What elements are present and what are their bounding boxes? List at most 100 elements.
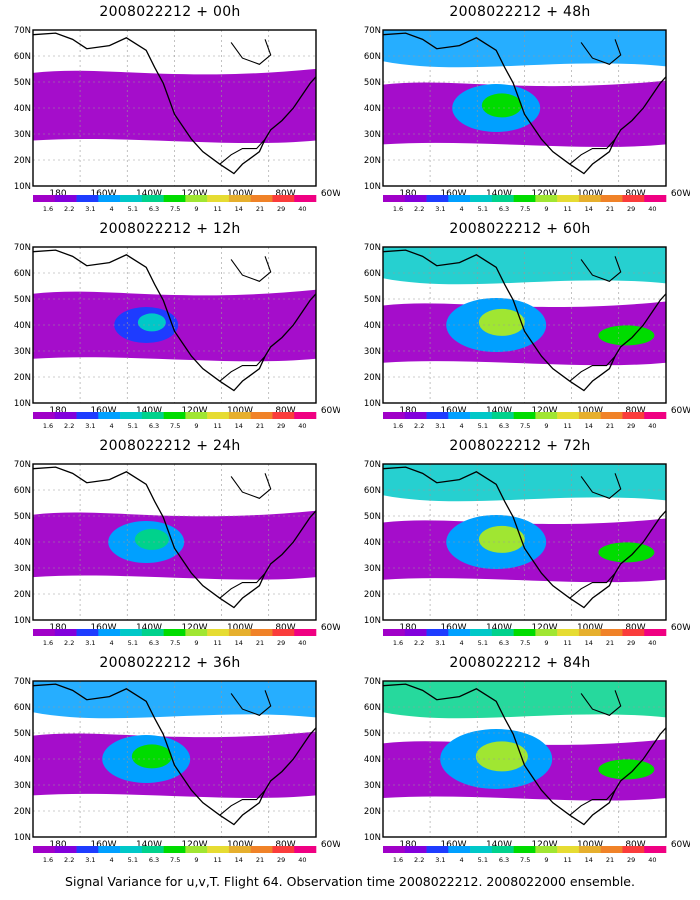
x-tick-label: 120W — [181, 623, 207, 633]
y-tick-label: 20N — [14, 156, 31, 166]
variance-east — [598, 759, 655, 780]
colorbar-label: 40 — [298, 205, 306, 213]
colorbar-swatch — [250, 412, 273, 419]
x-tick-label: 100W — [577, 406, 603, 416]
colorbar-label: 3.1 — [435, 856, 445, 864]
colorbar-label: 9 — [544, 639, 548, 647]
coastline — [383, 249, 666, 392]
colorbar-swatch — [294, 629, 317, 636]
colorbar-label: 21 — [256, 639, 264, 647]
x-tick-label: 180 — [49, 623, 66, 633]
colorbar-label: 11 — [213, 639, 221, 647]
colorbar-label: 9 — [544, 422, 548, 430]
colorbar-label: 40 — [298, 639, 306, 647]
colorbar-label: 21 — [256, 856, 264, 864]
colorbar-label: 4 — [460, 422, 464, 430]
colorbar-swatch — [426, 846, 449, 853]
colorbar-label: 14 — [585, 639, 593, 647]
colorbar-label: 21 — [606, 422, 614, 430]
map-panel: 10N 20N 30N 40N 50N 60N 70N 180 160W 140W 120W 100W… — [350, 217, 690, 435]
x-tick-label: 180 — [399, 840, 416, 850]
colorbar-swatch — [557, 846, 580, 853]
colorbar-label: 9 — [194, 422, 198, 430]
colorbar-label: 5.1 — [478, 639, 488, 647]
y-tick-label: 10N — [14, 182, 31, 192]
x-tick-label: 60W — [321, 840, 340, 850]
colorbar-label: 7.5 — [520, 639, 530, 647]
colorbar-swatch — [141, 846, 164, 853]
variance-east — [598, 325, 655, 346]
y-tick-label: 20N — [364, 807, 381, 817]
colorbar-swatch — [228, 195, 251, 202]
map-panel: 10N 20N 30N 40N 50N 60N 70N 180 160W 140W 120W 100W… — [350, 651, 690, 869]
y-tick-label: 70N — [14, 243, 31, 253]
x-tick-label: 140W — [486, 840, 512, 850]
colorbar-swatch — [54, 629, 77, 636]
colorbar-label: 11 — [563, 422, 571, 430]
y-tick-label: 50N — [364, 512, 381, 522]
y-tick-label: 70N — [364, 26, 381, 36]
colorbar-swatch — [622, 195, 645, 202]
colorbar-swatch — [600, 195, 623, 202]
y-tick-label: 30N — [14, 347, 31, 357]
colorbar-label: 5.1 — [128, 205, 138, 213]
y-tick-label: 20N — [14, 373, 31, 383]
colorbar-swatch — [272, 846, 295, 853]
x-tick-label: 160W — [90, 840, 116, 850]
colorbar-swatch — [98, 846, 121, 853]
colorbar-label: 2.2 — [64, 205, 74, 213]
x-tick-label: 180 — [399, 189, 416, 199]
colorbar-swatch — [470, 846, 493, 853]
colorbar-label: 29 — [627, 639, 635, 647]
colorbar-swatch — [76, 629, 99, 636]
colorbar-label: 21 — [606, 205, 614, 213]
colorbar-label: 4 — [460, 639, 464, 647]
x-tick-label: 60W — [321, 406, 340, 416]
colorbar-label: 2.2 — [414, 639, 424, 647]
colorbar-label: 11 — [563, 856, 571, 864]
x-tick-label: 100W — [227, 406, 253, 416]
colorbar-label: 40 — [648, 422, 656, 430]
colorbar-label: 1.6 — [43, 856, 53, 864]
colorbar-swatch — [54, 195, 77, 202]
colorbar-swatch — [185, 412, 208, 419]
colorbar-swatch — [33, 412, 56, 419]
colorbar-swatch — [228, 412, 251, 419]
colorbar-label: 29 — [277, 856, 285, 864]
colorbar-label: 9 — [544, 205, 548, 213]
y-tick-label: 50N — [364, 729, 381, 739]
colorbar-swatch — [294, 846, 317, 853]
variance-core — [478, 525, 525, 553]
colorbar-label: 21 — [256, 422, 264, 430]
colorbar-label: 7.5 — [170, 205, 180, 213]
colorbar-swatch — [163, 846, 186, 853]
colorbar-label: 29 — [627, 205, 635, 213]
colorbar-label: 3.1 — [85, 639, 95, 647]
colorbar-swatch — [600, 846, 623, 853]
colorbar-label: 7.5 — [520, 205, 530, 213]
colorbar-swatch — [33, 629, 56, 636]
colorbar-swatch — [383, 846, 406, 853]
variance-core — [134, 528, 169, 550]
y-tick-label: 60N — [14, 486, 31, 496]
colorbar-swatch — [185, 846, 208, 853]
colorbar-label: 1.6 — [43, 205, 53, 213]
colorbar-swatch — [163, 412, 186, 419]
colorbar-label: 14 — [235, 856, 243, 864]
colorbar-swatch — [448, 629, 471, 636]
colorbar-label: 1.6 — [393, 856, 403, 864]
y-tick-label: 60N — [14, 703, 31, 713]
colorbar-swatch — [491, 629, 514, 636]
y-tick-label: 60N — [364, 269, 381, 279]
map-svg: 10N 20N 30N 40N 50N 60N 70N 180 160W 140W 120W 100W… — [364, 460, 690, 647]
y-tick-label: 30N — [364, 130, 381, 140]
figure-caption: Signal Variance for u,v,T. Flight 64. Ob… — [65, 874, 635, 889]
x-tick-label: 140W — [136, 840, 162, 850]
colorbar-swatch — [513, 412, 536, 419]
x-tick-label: 80W — [625, 189, 645, 199]
map-panel: 10N 20N 30N 40N 50N 60N 70N 180 160W 140W 120W 100W… — [0, 434, 340, 652]
x-tick-label: 120W — [181, 406, 207, 416]
y-tick-label: 30N — [364, 347, 381, 357]
colorbar-label: 29 — [277, 639, 285, 647]
colorbar-swatch — [491, 412, 514, 419]
